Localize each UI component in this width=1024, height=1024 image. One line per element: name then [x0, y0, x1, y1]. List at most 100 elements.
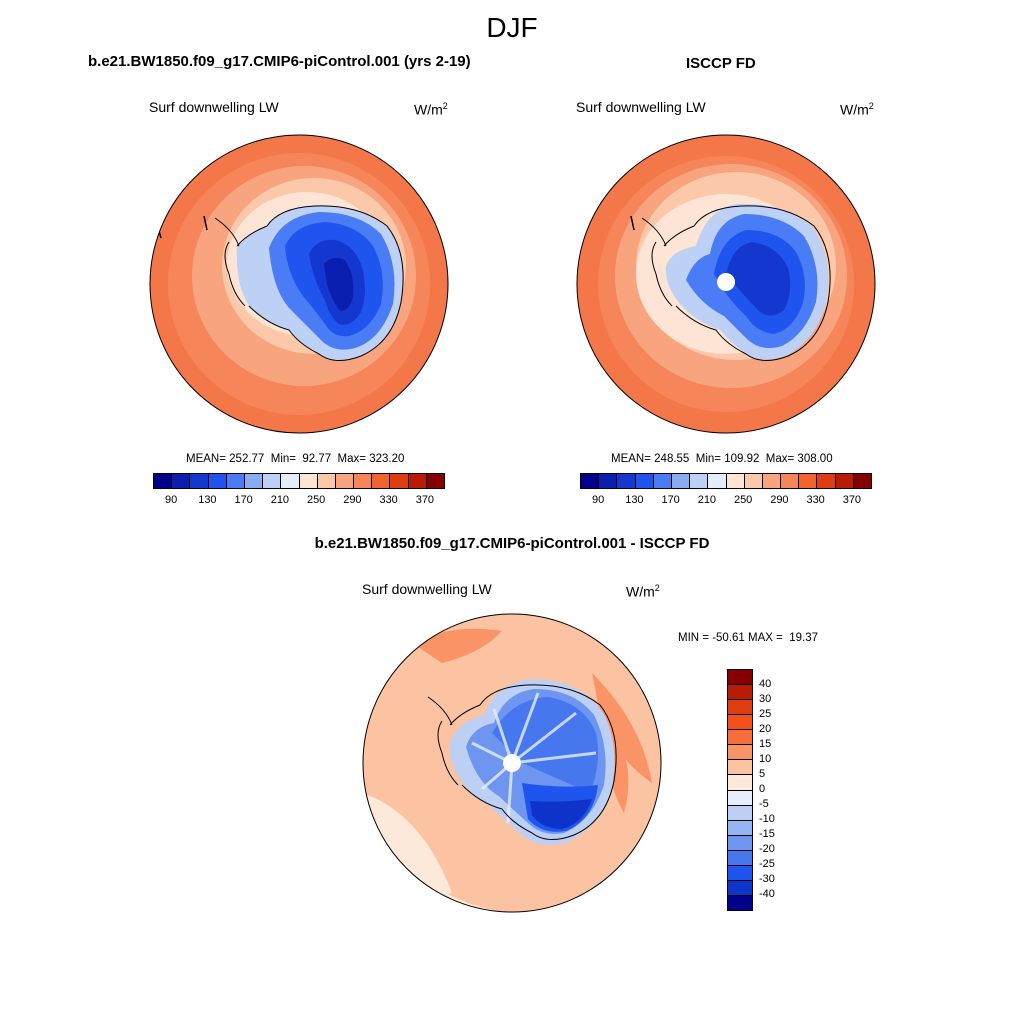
panel3-stats: MIN = -50.61 MAX = 19.37	[678, 632, 819, 644]
colorbar-swatch	[728, 670, 752, 686]
colorbar-tick-label: 330	[806, 494, 825, 506]
panel1-variable-label: Surf downwelling LW	[149, 99, 279, 115]
colorbar-swatch	[728, 820, 752, 836]
colorbar-tick-label: 130	[625, 494, 644, 506]
colorbar-tick-label: -10	[759, 813, 775, 825]
colorbar-swatch	[762, 474, 782, 488]
colorbar-tick-label: 210	[270, 494, 290, 506]
colorbar-swatch	[728, 760, 752, 776]
colorbar-tick-label: 170	[234, 494, 253, 506]
colorbar-swatch	[690, 474, 709, 488]
panel1-colorbar	[153, 473, 445, 489]
colorbar-swatch	[281, 474, 300, 488]
colorbar-swatch	[728, 745, 752, 761]
colorbar-tick-label: 370	[842, 494, 862, 506]
panel2-variable-label: Surf downwelling LW	[576, 99, 706, 115]
colorbar-tick-label: 90	[592, 494, 605, 506]
colorbar-swatch	[708, 474, 727, 488]
colorbar-tick-label: -15	[759, 828, 775, 840]
colorbar-swatch	[728, 730, 752, 746]
colorbar-swatch	[426, 474, 444, 488]
panel1-title: b.e21.BW1850.f09_g17.CMIP6-piControl.001…	[88, 53, 471, 70]
colorbar-tick-label: 210	[697, 494, 717, 506]
colorbar-swatch	[226, 474, 245, 488]
panel3-colorbar	[727, 669, 753, 911]
panel1-colorbar-ticks: 90 130 170 210 250 290 330 370	[153, 494, 443, 508]
colorbar-tick-label: 0	[759, 783, 766, 795]
panel3-colorbar-ticks: 40 30 25 20 15 10 5 0 -5 -10 -15 -20 -25 -30 -40	[759, 669, 789, 909]
colorbar-tick-label: 20	[759, 723, 772, 735]
colorbar-swatch	[190, 474, 209, 488]
colorbar-tick-label: -5	[759, 798, 769, 810]
panel2-colorbar	[580, 473, 872, 489]
colorbar-tick-label: 330	[379, 494, 398, 506]
colorbar-swatch	[744, 474, 763, 488]
panel3-variable-label: Surf downwelling LW	[362, 581, 492, 597]
panel1-map	[149, 134, 449, 434]
colorbar-swatch	[299, 474, 318, 488]
colorbar-swatch	[208, 474, 227, 488]
panel1-units: W/m2	[414, 101, 448, 118]
panel3-title: b.e21.BW1850.f09_g17.CMIP6-piControl.001…	[314, 535, 710, 552]
colorbar-swatch	[581, 474, 600, 488]
colorbar-swatch	[728, 775, 752, 791]
colorbar-tick-label: 290	[343, 494, 362, 506]
colorbar-swatch	[728, 700, 752, 716]
panel2-title: ISCCP FD	[686, 55, 756, 72]
colorbar-tick-label: 10	[759, 753, 772, 765]
colorbar-tick-label: -20	[759, 843, 775, 855]
colorbar-swatch	[728, 685, 752, 701]
colorbar-tick-label: 25	[759, 708, 772, 720]
panel3-units: W/m2	[626, 583, 660, 600]
colorbar-tick-label: 370	[415, 494, 435, 506]
colorbar-swatch	[817, 474, 836, 488]
colorbar-swatch	[263, 474, 282, 488]
colorbar-tick-label: 30	[759, 693, 772, 705]
colorbar-tick-label: -30	[759, 873, 775, 885]
colorbar-swatch	[853, 474, 871, 488]
colorbar-swatch	[728, 850, 752, 866]
colorbar-swatch	[671, 474, 691, 488]
colorbar-swatch	[799, 474, 818, 488]
colorbar-swatch	[408, 474, 427, 488]
colorbar-tick-label: 250	[733, 494, 753, 506]
colorbar-swatch	[244, 474, 264, 488]
colorbar-tick-label: 250	[306, 494, 326, 506]
colorbar-swatch	[172, 474, 191, 488]
colorbar-swatch	[728, 865, 752, 881]
colorbar-tick-label: 170	[661, 494, 680, 506]
colorbar-swatch	[835, 474, 854, 488]
colorbar-tick-label: -40	[759, 888, 775, 900]
colorbar-swatch	[728, 835, 752, 851]
colorbar-swatch	[354, 474, 373, 488]
panel1-stats: MEAN= 252.77 Min= 92.77 Max= 323.20	[186, 453, 405, 465]
colorbar-tick-label: 15	[759, 738, 772, 750]
colorbar-swatch	[728, 715, 752, 731]
colorbar-swatch	[781, 474, 800, 488]
panel2-stats: MEAN= 248.55 Min= 109.92 Max= 308.00	[611, 453, 833, 465]
colorbar-swatch	[653, 474, 672, 488]
colorbar-swatch	[335, 474, 355, 488]
colorbar-swatch	[728, 880, 752, 896]
colorbar-tick-label: 130	[198, 494, 217, 506]
panel2-colorbar-ticks: 90 130 170 210 250 290 330 370	[580, 494, 870, 508]
panel2-units: W/m2	[840, 101, 874, 118]
panel2-map	[576, 134, 876, 434]
colorbar-swatch	[728, 805, 752, 821]
colorbar-swatch	[154, 474, 173, 488]
colorbar-tick-label: -25	[759, 858, 775, 870]
colorbar-swatch	[728, 895, 752, 910]
colorbar-swatch	[617, 474, 636, 488]
colorbar-tick-label: 290	[770, 494, 789, 506]
colorbar-swatch	[599, 474, 618, 488]
figure-title: DJF	[486, 12, 538, 43]
colorbar-swatch	[317, 474, 336, 488]
colorbar-swatch	[635, 474, 654, 488]
colorbar-swatch	[390, 474, 409, 488]
colorbar-tick-label: 5	[759, 768, 766, 780]
colorbar-swatch	[726, 474, 745, 488]
panel3-map	[362, 613, 662, 913]
colorbar-swatch	[372, 474, 391, 488]
colorbar-swatch	[728, 790, 752, 806]
colorbar-tick-label: 40	[759, 678, 772, 690]
